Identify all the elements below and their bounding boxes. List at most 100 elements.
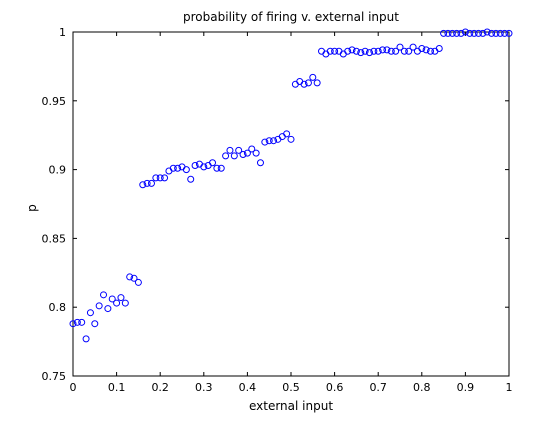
data-point — [392, 47, 400, 55]
data-point — [400, 47, 408, 55]
data-point — [161, 174, 169, 182]
x-tick-label: 0.8 — [413, 381, 431, 394]
data-point — [104, 305, 112, 313]
data-point — [182, 166, 190, 174]
data-point — [466, 29, 474, 37]
chart-title: probability of firing v. external input — [183, 10, 399, 24]
data-point — [505, 29, 513, 37]
data-point — [248, 145, 256, 153]
data-point — [361, 47, 369, 55]
data-point — [69, 320, 77, 328]
axes-box — [72, 31, 510, 377]
data-point — [352, 47, 360, 55]
data-point — [440, 29, 448, 37]
data-point — [427, 47, 435, 55]
data-point — [435, 45, 443, 53]
data-point — [405, 47, 413, 55]
data-point — [134, 278, 142, 286]
data-point — [370, 47, 378, 55]
x-tick-label: 0.3 — [195, 381, 213, 394]
data-point — [483, 28, 491, 36]
data-point — [374, 47, 382, 55]
y-tick-label: 0.75 — [42, 370, 67, 383]
x-axis-label: external input — [249, 399, 333, 413]
data-point — [331, 47, 339, 55]
data-point — [348, 46, 356, 54]
data-point — [187, 175, 195, 183]
data-point — [169, 164, 177, 172]
data-point — [309, 73, 317, 81]
data-point — [457, 29, 465, 37]
data-point — [230, 152, 238, 160]
data-point — [213, 164, 221, 172]
data-point — [73, 318, 81, 326]
data-point — [383, 46, 391, 54]
data-point — [418, 45, 426, 53]
data-point — [256, 159, 264, 167]
data-point — [121, 299, 129, 307]
data-point — [86, 309, 94, 317]
x-tick-label: 0.7 — [369, 381, 387, 394]
data-point — [261, 138, 269, 146]
data-point — [209, 159, 217, 167]
data-point — [174, 164, 182, 172]
x-tick-label: 0 — [70, 381, 77, 394]
data-point — [396, 43, 404, 51]
x-tick-label: 1 — [506, 381, 513, 394]
markers-group — [69, 28, 513, 343]
x-tick-label: 0.4 — [239, 381, 257, 394]
x-tick-label: 0.2 — [151, 381, 169, 394]
data-point — [222, 152, 230, 160]
data-point — [313, 79, 321, 87]
data-point — [217, 164, 225, 172]
data-point — [470, 29, 478, 37]
data-point — [126, 273, 134, 281]
data-point — [357, 49, 365, 57]
data-point — [78, 318, 86, 326]
x-tick-label: 0.9 — [457, 381, 475, 394]
y-tick-label: 0.85 — [42, 232, 67, 245]
data-point — [326, 47, 334, 55]
data-point — [265, 137, 273, 145]
data-point — [91, 320, 99, 328]
data-point — [243, 149, 251, 157]
data-point — [287, 135, 295, 143]
data-point — [365, 49, 373, 57]
data-point — [409, 43, 417, 51]
data-point — [304, 79, 312, 87]
data-point — [108, 295, 116, 303]
data-point — [461, 28, 469, 36]
data-point — [147, 179, 155, 187]
data-point — [95, 302, 103, 310]
data-point — [143, 179, 151, 187]
data-point — [283, 130, 291, 138]
data-point — [139, 181, 147, 189]
data-point — [270, 137, 278, 145]
y-tick-label: 1 — [59, 26, 66, 39]
y-tick-label: 0.8 — [49, 301, 67, 314]
x-tick-label: 0.6 — [326, 381, 344, 394]
data-point — [474, 29, 482, 37]
data-point — [387, 47, 395, 55]
data-point — [82, 335, 90, 343]
data-point — [344, 47, 352, 55]
data-point — [100, 291, 108, 299]
data-point — [501, 29, 509, 37]
y-axis-label: p — [25, 204, 39, 212]
data-point — [448, 29, 456, 37]
data-point — [117, 294, 125, 302]
x-tick-label: 0.1 — [108, 381, 126, 394]
data-point — [496, 29, 504, 37]
data-point — [113, 299, 121, 307]
data-point — [492, 29, 500, 37]
data-point — [479, 29, 487, 37]
ticks-group: 0 0.1 0.2 0.3 0.4 0.5 0.6 0.7 0.8 0.9 1 0.75 0.8 0.85… — [42, 26, 513, 394]
data-point — [252, 149, 260, 157]
data-point — [235, 146, 243, 154]
data-point — [444, 29, 452, 37]
data-point — [130, 274, 138, 282]
data-point — [453, 29, 461, 37]
data-point — [239, 150, 247, 158]
x-tick-label: 0.5 — [282, 381, 300, 394]
